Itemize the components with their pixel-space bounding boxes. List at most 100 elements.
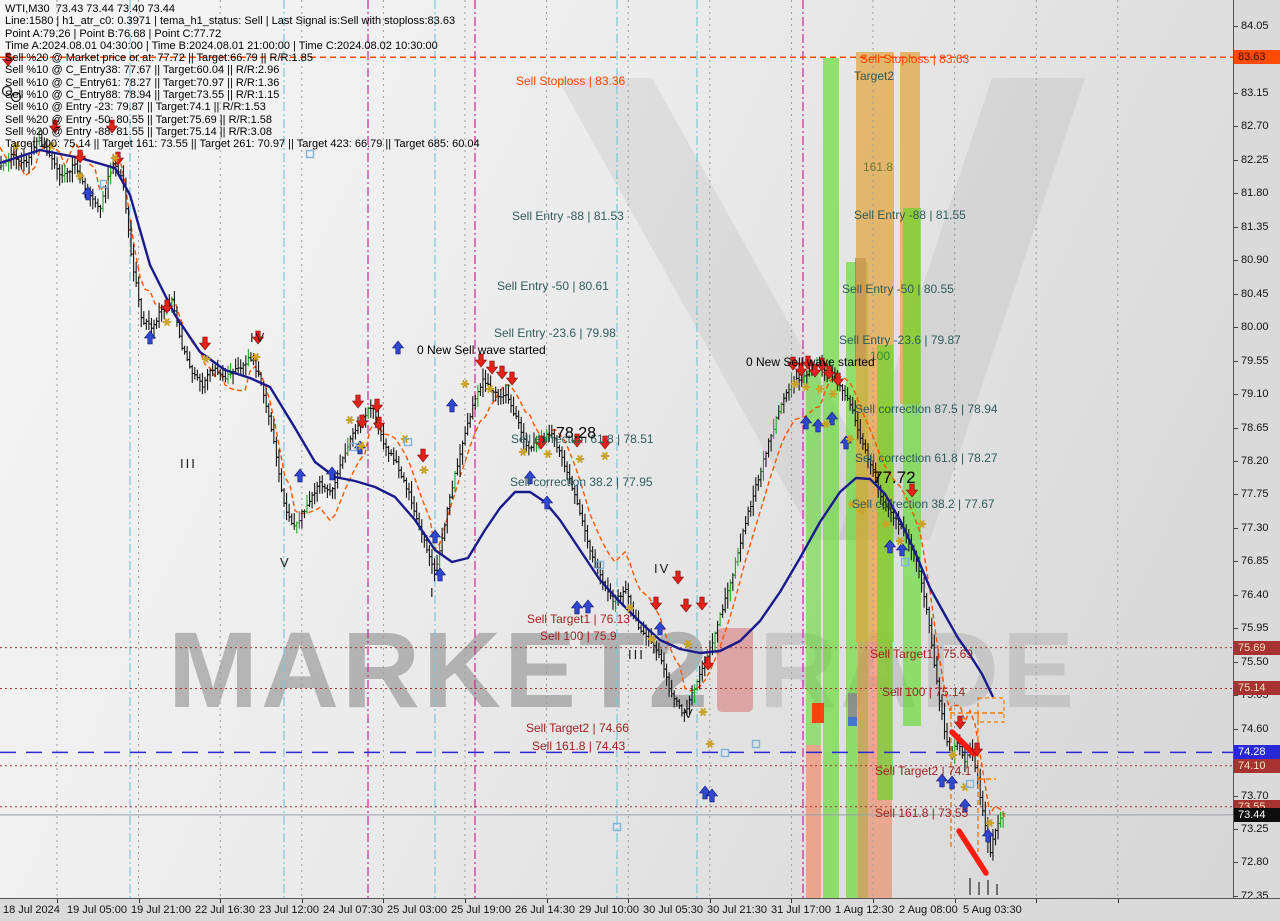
chart-canvas[interactable]: IV III V I IV III V xyxy=(0,0,1233,898)
chart-annotation: Sell Stoploss | 83.63 xyxy=(860,52,970,66)
price-tick xyxy=(1234,360,1238,362)
price-label: 84.05 xyxy=(1241,20,1269,33)
price-label: 78.20 xyxy=(1241,454,1269,467)
info-line-2: Point A:79.26 | Point B:76.68 | Point C:… xyxy=(5,27,222,40)
price-badge-75.14: 75.14 xyxy=(1234,681,1280,696)
moving-average-line xyxy=(0,148,995,698)
chart-annotation: Sell Entry -23.6 | 79.87 xyxy=(839,333,961,347)
info-line-1: Line:1580 | h1_atr_c0: 0.3971 | tema_h1_… xyxy=(5,15,456,28)
price-axis[interactable]: 84.0583.6083.1582.7082.2581.8081.3580.90… xyxy=(1234,0,1280,902)
price-badge-73.44: 73.44 xyxy=(1234,807,1280,822)
price-label: 82.70 xyxy=(1241,120,1269,133)
chart-annotation: Sell Target1 | 75.69 xyxy=(870,647,973,661)
price-label: 72.80 xyxy=(1241,856,1269,869)
chart-annotation: Sell correction 61.8 | 78.51 xyxy=(511,432,654,446)
price-tick xyxy=(1234,561,1238,563)
price-label: 75.95 xyxy=(1241,622,1269,635)
chart-annotation: 0 New Sell wave started xyxy=(417,343,546,357)
time-label: 22 Jul 16:30 xyxy=(195,904,255,916)
price-tick xyxy=(1234,594,1238,596)
chart-annotation: 0 New Sell wave started xyxy=(746,355,875,369)
chart-annotation: 78.28 xyxy=(556,425,597,442)
chart-annotation: Sell 100 | 75.9 xyxy=(540,629,617,643)
price-tick xyxy=(1234,260,1238,262)
time-label: 30 Jul 21:30 xyxy=(707,904,767,916)
svg-text:V: V xyxy=(684,706,695,721)
chart-annotation: 77.72 xyxy=(873,468,916,487)
price-tick xyxy=(1234,394,1238,396)
time-label: 26 Jul 14:30 xyxy=(515,904,575,916)
price-tick xyxy=(1234,628,1238,630)
info-line-5: Sell %10 @ C_Entry38: 77.67 || Target:60… xyxy=(5,64,280,77)
price-label: 76.85 xyxy=(1241,555,1269,568)
time-label: 19 Jul 21:00 xyxy=(131,904,191,916)
info-line-6: Sell %10 @ C_Entry61: 78.27 || Target:70… xyxy=(5,76,280,89)
chart-annotation: Sell 161.8 | 74.43 xyxy=(532,739,626,753)
info-line-3: Time A:2024.08.01 04:30:00 | Time B:2024… xyxy=(5,39,438,52)
signal-arrows xyxy=(1,52,995,843)
price-label: 77.30 xyxy=(1241,521,1269,534)
time-tick xyxy=(954,899,956,903)
price-tick xyxy=(1234,126,1238,128)
drawn-objects xyxy=(1,85,1006,876)
price-tick xyxy=(1234,895,1238,897)
time-tick xyxy=(383,899,385,903)
time-axis[interactable]: 18 Jul 2024 19 Jul 05:00 19 Jul 21:00 22 Ju… xyxy=(0,898,1280,921)
time-label: 1 Aug 12:30 xyxy=(835,904,894,916)
price-label: 73.70 xyxy=(1241,789,1269,802)
price-tick xyxy=(1234,226,1238,228)
price-label: 73.25 xyxy=(1241,823,1269,835)
price-tick xyxy=(1234,193,1238,195)
time-tick xyxy=(873,899,874,903)
time-label: 24 Jul 07:30 xyxy=(323,904,383,916)
price-label: 79.55 xyxy=(1241,354,1269,367)
time-label: 19 Jul 05:00 xyxy=(67,904,127,916)
info-line-0: WTI,M30 73.43 73.44 73.40 73.44 xyxy=(5,3,176,15)
chart-annotation: Sell Stoploss | 83.36 xyxy=(516,74,626,88)
price-tick xyxy=(1234,862,1238,864)
price-label: 81.80 xyxy=(1241,187,1269,200)
watermark-text-left: MARKET2 xyxy=(168,609,712,730)
time-tick xyxy=(465,899,466,903)
price-badge-74.28: 74.28 xyxy=(1234,745,1280,760)
price-tick xyxy=(1234,427,1238,429)
svg-text:IV: IV xyxy=(654,561,670,576)
time-tick xyxy=(791,899,793,903)
price-tick xyxy=(1234,795,1238,797)
price-label: 77.75 xyxy=(1241,488,1269,501)
grid-lines xyxy=(56,0,1119,898)
info-line-9: Sell %20 @ Entry -50: 80.55 || Target:75… xyxy=(5,113,272,126)
price-label: 81.35 xyxy=(1241,220,1269,233)
info-line-7: Sell %10 @ C_Entry88: 78.94 || Target:73… xyxy=(5,89,280,102)
price-badge-75.69: 75.69 xyxy=(1234,640,1280,655)
chart-annotation: Sell Target2 | 74.66 xyxy=(526,721,629,735)
chart-annotation: Sell 161.8 | 73.55 xyxy=(875,806,969,820)
price-tick xyxy=(1234,728,1238,730)
chart-annotation: Sell Entry -50 | 80.55 xyxy=(842,282,954,296)
price-label: 80.90 xyxy=(1241,254,1269,267)
indicator-info-block: WTI,M30 73.43 73.44 73.40 73.44 Line:1580… xyxy=(5,3,480,151)
info-line-11: Target 100: 75.14 || Target 161: 73.55 |… xyxy=(5,138,480,151)
chart-annotation: Sell 100 | 75.14 xyxy=(882,685,966,699)
svg-text:III: III xyxy=(628,647,645,662)
price-label: 74.60 xyxy=(1241,722,1269,735)
price-level-lines xyxy=(0,56,1233,816)
time-label: 23 Jul 12:00 xyxy=(259,904,319,916)
price-label: 78.65 xyxy=(1241,421,1269,434)
time-label: 25 Jul 03:00 xyxy=(387,904,447,916)
price-label: 80.00 xyxy=(1241,321,1269,334)
chart-annotation: Sell correction 38.2 | 77.95 xyxy=(510,475,653,489)
price-tick xyxy=(1234,829,1238,830)
time-label: 25 Jul 19:00 xyxy=(451,904,511,916)
chart-annotation: Sell Entry -50 | 80.61 xyxy=(497,279,609,293)
price-bars xyxy=(0,129,1006,895)
wave-numerals: IV III V I IV III V xyxy=(180,330,695,721)
chart-annotation: Target2 xyxy=(854,69,895,83)
chart-annotation: Sell correction 61.8 | 78.27 xyxy=(855,451,998,465)
time-label: 30 Jul 05:30 xyxy=(643,904,703,916)
chart-annotation: 161.8 xyxy=(863,160,894,174)
info-line-4: Sell %20 @ Market price or at: 77.72 || … xyxy=(5,52,313,65)
price-badge-74.10: 74.10 xyxy=(1234,758,1280,773)
price-label: 80.45 xyxy=(1241,287,1269,300)
